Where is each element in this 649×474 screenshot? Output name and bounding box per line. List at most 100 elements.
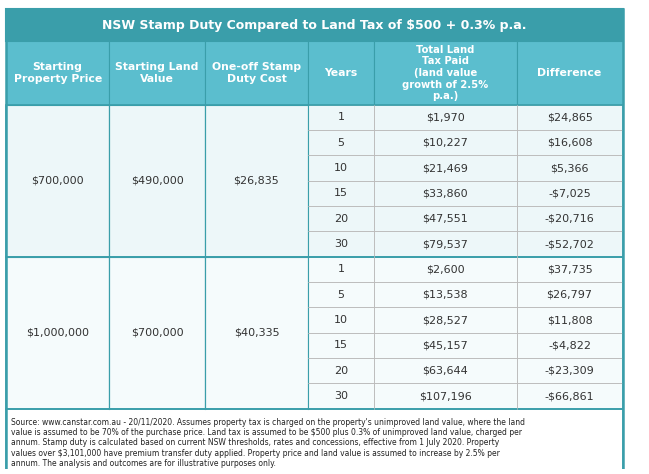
Bar	[308, 333, 374, 358]
Bar	[205, 257, 308, 409]
Bar	[374, 231, 517, 257]
Bar	[205, 41, 308, 105]
Bar	[109, 257, 205, 409]
Text: 10: 10	[334, 163, 348, 173]
Text: $79,537: $79,537	[422, 239, 469, 249]
Text: $13,538: $13,538	[422, 290, 468, 300]
Text: One-off Stamp
Duty Cost: One-off Stamp Duty Cost	[212, 62, 301, 84]
Bar	[517, 41, 622, 105]
Text: $10,227: $10,227	[422, 137, 469, 148]
Text: 1: 1	[337, 112, 345, 122]
Text: 5: 5	[337, 290, 345, 300]
Bar	[517, 257, 622, 282]
Bar	[205, 105, 308, 257]
Text: 1: 1	[337, 264, 345, 274]
Bar	[517, 130, 622, 155]
Text: 30: 30	[334, 391, 348, 401]
Text: $37,735: $37,735	[546, 264, 593, 274]
Text: $21,469: $21,469	[422, 163, 469, 173]
Bar	[308, 181, 374, 206]
Bar	[517, 383, 622, 409]
Bar	[308, 206, 374, 231]
Bar	[308, 231, 374, 257]
Bar	[6, 41, 109, 105]
Text: -$4,822: -$4,822	[548, 340, 591, 350]
Text: $26,835: $26,835	[234, 176, 279, 186]
Bar	[374, 105, 517, 130]
Bar	[308, 358, 374, 383]
Text: $107,196: $107,196	[419, 391, 472, 401]
Bar	[6, 257, 109, 409]
Bar	[6, 105, 109, 257]
Bar	[109, 41, 205, 105]
Bar	[374, 282, 517, 308]
Bar	[6, 257, 622, 409]
Text: $28,527: $28,527	[422, 315, 469, 325]
Bar	[517, 333, 622, 358]
Bar	[374, 41, 517, 105]
Bar	[517, 181, 622, 206]
Bar	[517, 358, 622, 383]
Text: $2,600: $2,600	[426, 264, 465, 274]
Text: Source: www.canstar.com.au - 20/11/2020. Assumes property tax is charged on the : Source: www.canstar.com.au - 20/11/2020.…	[11, 418, 525, 468]
Bar	[308, 257, 374, 282]
Text: Total Land
Tax Paid
(land value
growth of 2.5%
p.a.): Total Land Tax Paid (land value growth o…	[402, 45, 489, 101]
Bar	[6, 9, 622, 41]
Bar	[517, 308, 622, 333]
Bar	[308, 308, 374, 333]
Text: -$7,025: -$7,025	[548, 188, 591, 198]
Text: 5: 5	[337, 137, 345, 148]
Text: 20: 20	[334, 366, 348, 376]
Text: $45,157: $45,157	[422, 340, 468, 350]
Text: $1,970: $1,970	[426, 112, 465, 122]
Text: $5,366: $5,366	[550, 163, 589, 173]
Text: $63,644: $63,644	[422, 366, 468, 376]
Bar	[308, 105, 374, 130]
Text: Difference: Difference	[537, 68, 602, 78]
Text: $700,000: $700,000	[130, 328, 184, 338]
Text: $700,000: $700,000	[31, 176, 84, 186]
Bar	[374, 181, 517, 206]
Bar	[308, 41, 374, 105]
Bar	[374, 333, 517, 358]
Bar	[109, 105, 205, 257]
Text: $33,860: $33,860	[422, 188, 468, 198]
Bar	[374, 206, 517, 231]
Bar	[6, 105, 622, 257]
Text: $40,335: $40,335	[234, 328, 279, 338]
Text: 10: 10	[334, 315, 348, 325]
Text: -$66,861: -$66,861	[545, 391, 594, 401]
Bar	[374, 383, 517, 409]
Bar	[308, 383, 374, 409]
Text: $47,551: $47,551	[422, 214, 468, 224]
Text: $26,797: $26,797	[546, 290, 593, 300]
Text: Starting
Property Price: Starting Property Price	[14, 62, 102, 84]
Bar	[374, 257, 517, 282]
Bar	[308, 155, 374, 181]
Text: 20: 20	[334, 214, 348, 224]
Text: -$52,702: -$52,702	[545, 239, 594, 249]
Bar	[374, 358, 517, 383]
Bar	[6, 409, 622, 474]
Bar	[517, 206, 622, 231]
Bar	[374, 308, 517, 333]
Bar	[517, 105, 622, 130]
Text: -$20,716: -$20,716	[545, 214, 594, 224]
Bar	[517, 231, 622, 257]
Text: $11,808: $11,808	[546, 315, 593, 325]
Text: NSW Stamp Duty Compared to Land Tax of $500 + 0.3% p.a.: NSW Stamp Duty Compared to Land Tax of $…	[102, 19, 527, 32]
Bar	[374, 155, 517, 181]
Text: $16,608: $16,608	[547, 137, 593, 148]
Bar	[517, 155, 622, 181]
Text: Starting Land
Value: Starting Land Value	[116, 62, 199, 84]
Bar	[308, 130, 374, 155]
Text: $1,000,000: $1,000,000	[26, 328, 89, 338]
Bar	[308, 282, 374, 308]
Text: 15: 15	[334, 340, 348, 350]
Bar	[517, 282, 622, 308]
Text: Years: Years	[324, 68, 358, 78]
Text: -$23,309: -$23,309	[545, 366, 594, 376]
Text: 15: 15	[334, 188, 348, 198]
Text: 30: 30	[334, 239, 348, 249]
Text: $490,000: $490,000	[130, 176, 184, 186]
